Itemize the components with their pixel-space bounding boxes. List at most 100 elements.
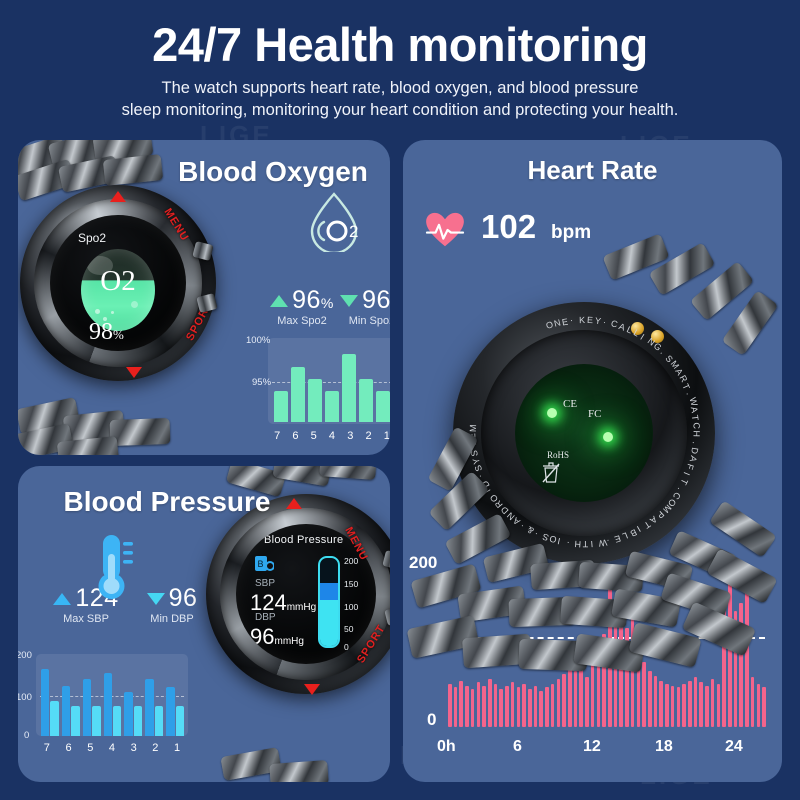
- heart-rate-title: Heart Rate: [527, 155, 658, 185]
- bp-tick-150: 150: [344, 579, 359, 589]
- charging-contact: [651, 330, 664, 343]
- engraving-char: H: [691, 430, 702, 439]
- bp-bar-group: [166, 657, 185, 736]
- engraving-char: A: [688, 405, 700, 415]
- hr-bar: [705, 685, 709, 727]
- bp-y-label-100: 100: [18, 692, 32, 703]
- spo2-watch-image: Spo2 O2 98% MENU SPORT: [18, 140, 238, 455]
- hr-bar: [482, 686, 486, 727]
- bp-x-tick: 5: [87, 742, 94, 754]
- spo2-top-marker-icon: [110, 191, 126, 202]
- water-drop-o2-icon: 2: [310, 192, 358, 252]
- max-sbp-caption: Max SBP: [63, 613, 109, 625]
- hr-bar: [505, 685, 509, 727]
- spo2-reading-value: 98: [89, 319, 113, 345]
- hr-bar: [722, 594, 726, 727]
- max-spo2-value: 96%: [266, 286, 338, 315]
- hr-bar: [693, 677, 698, 727]
- spo2-x-tick: 6: [292, 430, 299, 442]
- hr-bar: [545, 687, 549, 727]
- hr-bar: [579, 660, 583, 727]
- spo2-y-label-bottom: 95%: [252, 377, 272, 388]
- spo2-x-tick: 5: [310, 430, 317, 442]
- spo2-face-label: Spo2: [78, 231, 107, 245]
- weee-bin-icon: [542, 462, 560, 483]
- max-spo2-caption: Max Spo2: [277, 315, 327, 327]
- hr-y-label-200: 200: [409, 553, 438, 572]
- bp-sbp-value: 124mmHg: [250, 590, 317, 615]
- hr-bar: [653, 675, 658, 727]
- heart-pulse-icon: [425, 212, 465, 247]
- hr-bar: [539, 690, 543, 727]
- spo2-bar: [325, 391, 339, 422]
- spo2-x-tick: 3: [347, 430, 354, 442]
- blood-oxygen-panel: Spo2 O2 98% MENU SPORT Blood Oxygen 2 96…: [18, 140, 390, 455]
- bp-bar: [82, 678, 92, 736]
- spo2-y-label-top: 100%: [246, 335, 271, 346]
- hr-bar: [522, 683, 526, 727]
- hr-bar: [710, 679, 715, 727]
- spo2-chart: [268, 338, 390, 424]
- page-subtitle-line1: The watch supports heart rate, blood oxy…: [161, 79, 639, 98]
- charging-contact: [631, 322, 644, 335]
- hr-bar: [516, 687, 521, 727]
- spo2-bar: [291, 366, 305, 422]
- spo2-bottom-marker-icon: [126, 367, 142, 378]
- bp-bar-group: [61, 657, 80, 736]
- hr-bar: [568, 667, 572, 727]
- engraving-char: ·: [689, 440, 700, 445]
- min-spo2-value: 96%: [336, 286, 390, 315]
- engraving-char: E: [586, 314, 594, 326]
- hr-bar: [476, 682, 481, 727]
- hr-bar: [488, 679, 492, 727]
- hr-bar: [636, 647, 641, 727]
- bp-monitor-icon: B: [255, 556, 274, 571]
- bp-chart: [36, 654, 188, 736]
- bp-bar: [113, 705, 122, 736]
- hr-bar: [682, 683, 686, 727]
- hr-bar: [550, 683, 555, 727]
- bp-x-tick: 1: [174, 742, 181, 754]
- thermometer-icon: [98, 535, 133, 599]
- bp-sbp-caption: SBP: [255, 578, 276, 589]
- engraving-char: K: [578, 314, 586, 326]
- bp-x-tick: 2: [152, 742, 159, 754]
- engraving-char: ·: [564, 537, 570, 549]
- blood-pressure-title: Blood Pressure: [63, 486, 271, 517]
- engraving-char: H: [573, 538, 582, 549]
- bp-tick-100: 100: [344, 602, 359, 612]
- engraving-char: A: [687, 454, 699, 464]
- engraving-char: M: [467, 423, 479, 433]
- bp-tick-50: 50: [344, 624, 354, 634]
- hr-bar: [676, 687, 681, 727]
- hr-x-label-12: 12: [583, 738, 601, 755]
- min-dbp-stat: 96 Min DBP: [132, 584, 212, 625]
- bp-bar: [50, 701, 59, 736]
- bp-x-tick: 4: [108, 742, 116, 754]
- bp-tick-200: 200: [344, 556, 359, 566]
- engraving-char: E: [561, 316, 570, 328]
- hr-bar: [499, 688, 503, 727]
- engraving-char: T: [581, 538, 589, 550]
- up-arrow-icon: [53, 593, 72, 606]
- blood-pressure-panel: Blood Pressure 1 2 4 Max SBP 96 Min DBP 20…: [18, 466, 390, 782]
- hr-bar: [562, 674, 566, 727]
- spo2-bar: [274, 391, 288, 422]
- hr-bar: [630, 617, 635, 727]
- bp-face-label: Blood Pressure: [264, 534, 344, 546]
- engraving-char: Y: [594, 315, 603, 327]
- bp-y-label-0: 0: [24, 730, 30, 741]
- min-dbp-caption: Min DBP: [150, 613, 194, 625]
- min-spo2-caption: Min Spo2: [348, 315, 390, 327]
- spo2-bar: [308, 378, 322, 422]
- heart-rate-panel: Heart Rate 102 bpm CE FC RoHS O N E · K E Y · C A…: [403, 140, 782, 782]
- hr-x-label-18: 18: [655, 738, 673, 755]
- hr-watch-back-image: CE FC RoHS O N E · K E Y · C A L L I N G · S M A R T · W A T C H · D…: [406, 233, 779, 673]
- svg-text:B: B: [258, 559, 264, 569]
- spo2-x-tick: 4: [328, 430, 336, 442]
- min-dbp-value: 96: [132, 584, 212, 613]
- bp-bar: [175, 705, 185, 736]
- hr-bar: [699, 682, 703, 727]
- bp-x-tick: 3: [130, 742, 137, 754]
- engraving-char: D: [689, 446, 701, 456]
